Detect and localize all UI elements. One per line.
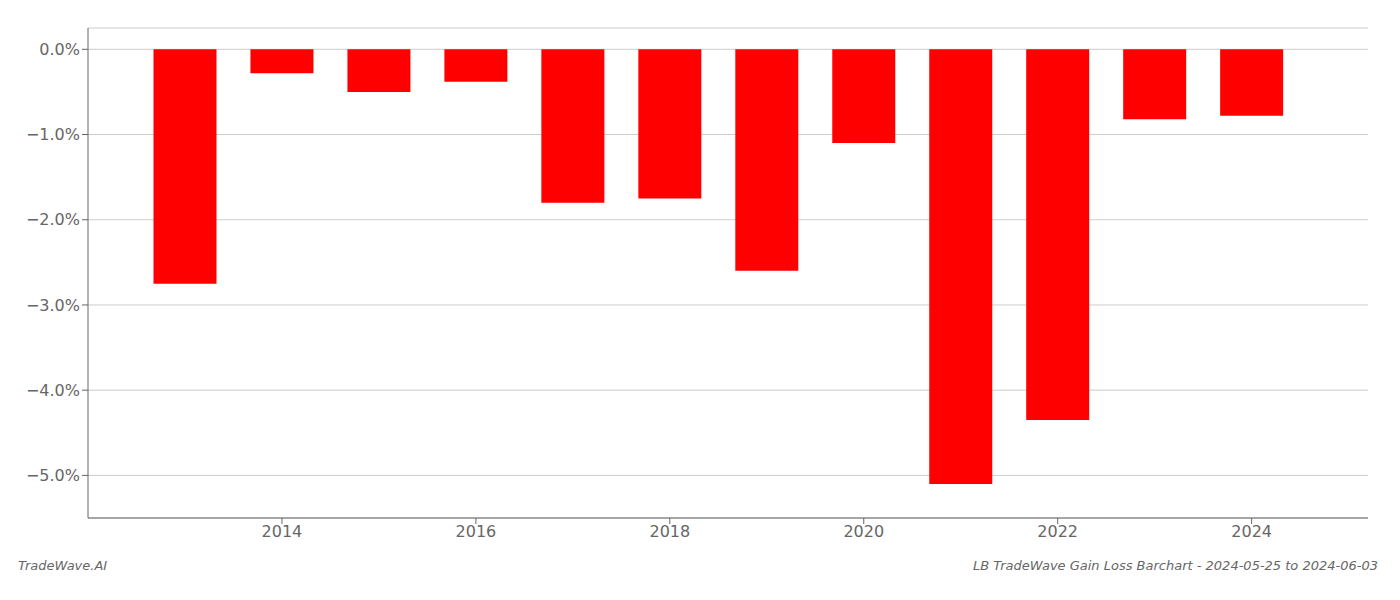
svg-text:−1.0%: −1.0% <box>26 125 80 144</box>
svg-text:2018: 2018 <box>649 522 690 541</box>
svg-text:2016: 2016 <box>456 522 497 541</box>
svg-text:2024: 2024 <box>1231 522 1272 541</box>
svg-text:−2.0%: −2.0% <box>26 210 80 229</box>
svg-text:−3.0%: −3.0% <box>26 296 80 315</box>
svg-text:2022: 2022 <box>1037 522 1078 541</box>
html-text:LB TradeWave Gain Loss Barchar: LB TradeWave Gain Loss Barchart - 2024-0… <box>973 558 1378 573</box>
svg-text:−4.0%: −4.0% <box>26 381 80 400</box>
svg-text:0.0%: 0.0% <box>39 40 80 59</box>
html-text:TradeWave.AI: TradeWave.AI <box>18 558 108 573</box>
svg-text:−5.0%: −5.0% <box>26 466 80 485</box>
svg-text:2014: 2014 <box>262 522 303 541</box>
svg-text:2020: 2020 <box>843 522 884 541</box>
